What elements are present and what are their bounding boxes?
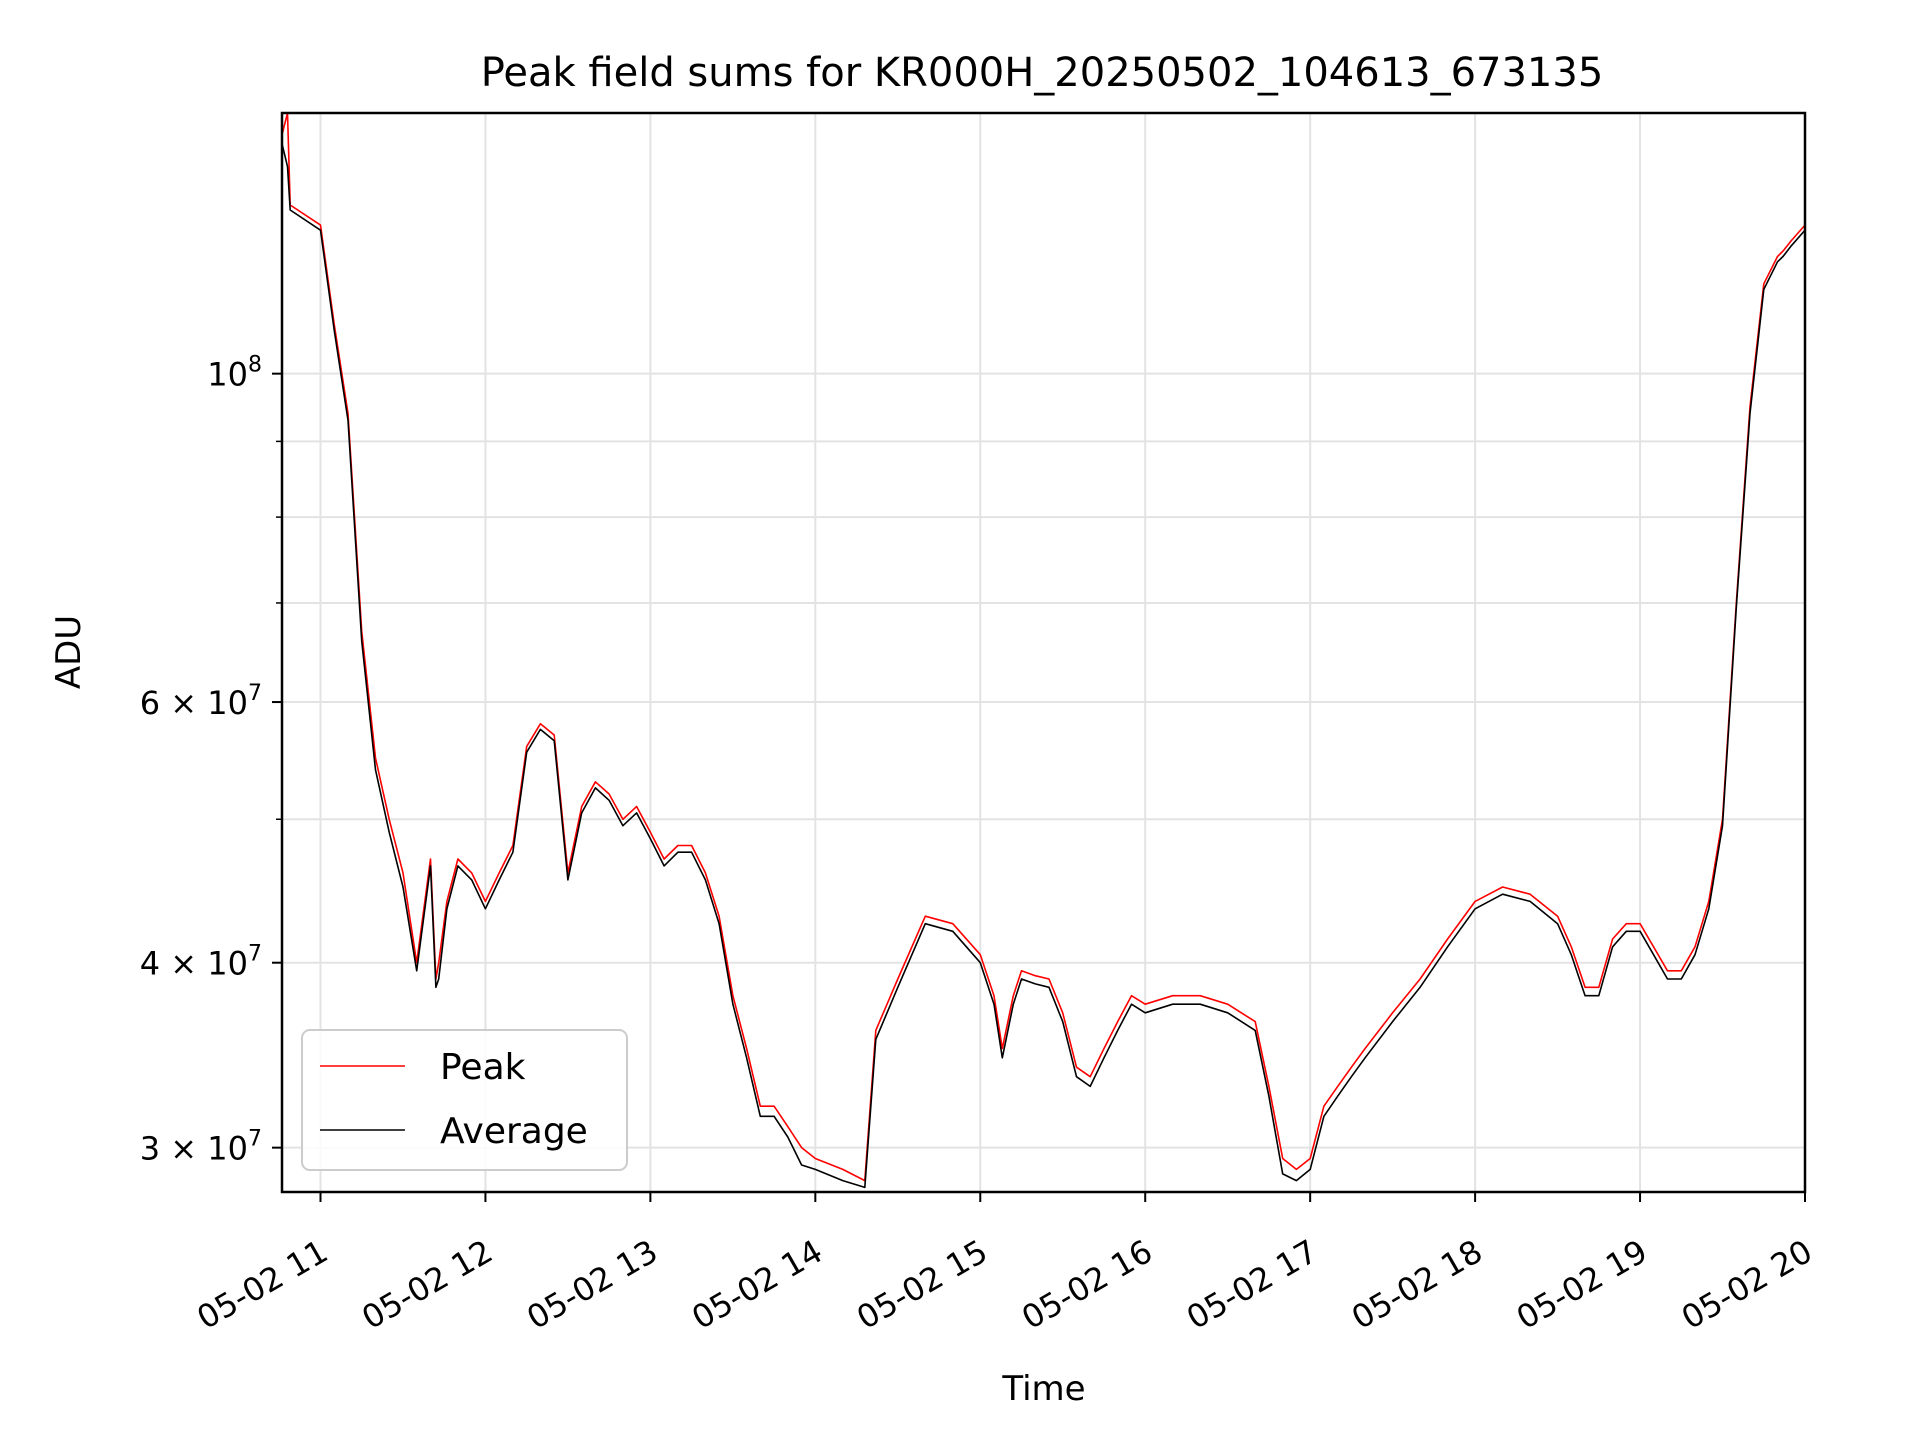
y-tick-label: 3 × 107 <box>140 1127 262 1168</box>
legend-label-peak: Peak <box>440 1047 526 1088</box>
legend-label-average: Average <box>440 1111 588 1152</box>
series-layer <box>282 113 1805 1189</box>
series-line-average <box>282 143 1805 1189</box>
y-tick-mantissa: 4 <box>140 945 160 983</box>
legend-box <box>301 1029 628 1171</box>
y-tick-mantissa: 3 <box>140 1130 160 1168</box>
series-line-peak <box>282 113 1805 1182</box>
legend: Peak Average <box>301 1029 628 1171</box>
y-tick-exponent: 7 <box>248 942 262 967</box>
y-axis-ticks: 3 × 107 4 × 107 6 × 107 108 <box>140 353 282 1168</box>
plot-area-frame <box>280 111 1807 1194</box>
y-tick-exponent: 8 <box>248 353 262 378</box>
y-axis-label: ADU <box>49 615 89 689</box>
y-tick-label: 6 × 107 <box>140 681 262 722</box>
grid-lines <box>282 113 1806 1192</box>
y-tick-label: 108 <box>207 353 262 394</box>
y-tick-label: 4 × 107 <box>140 942 262 983</box>
y-tick-exponent: 7 <box>248 681 262 706</box>
x-axis-label: Time <box>1001 1369 1085 1409</box>
chart-title: Peak field sums for KR000H_20250502_1046… <box>481 50 1604 96</box>
y-tick-exponent: 7 <box>248 1127 262 1152</box>
y-tick-mantissa: 6 <box>140 684 160 722</box>
